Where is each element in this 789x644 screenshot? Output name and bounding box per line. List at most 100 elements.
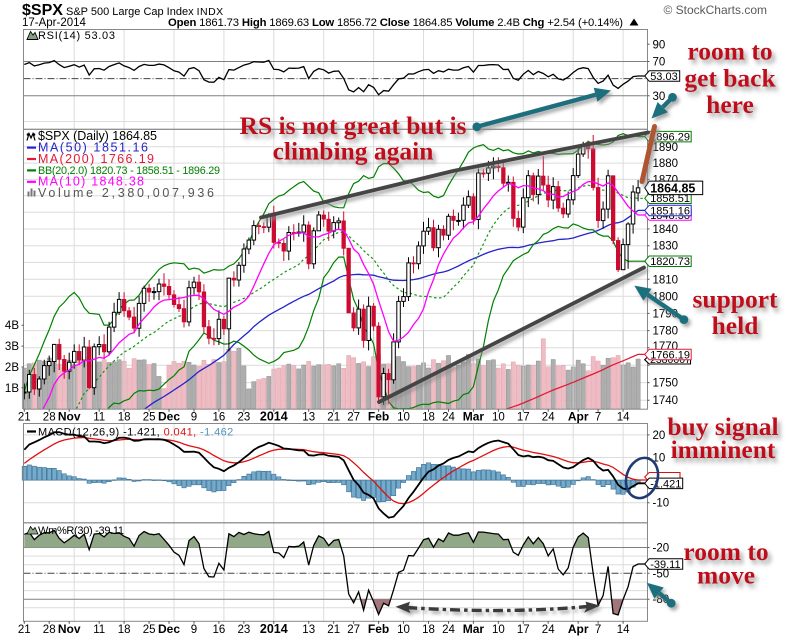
svg-text:10: 10 xyxy=(492,624,505,636)
svg-text:28: 28 xyxy=(43,624,56,636)
svg-text:room to: room to xyxy=(683,537,768,566)
svg-text:1810: 1810 xyxy=(653,274,679,286)
svg-text:24: 24 xyxy=(542,411,555,423)
svg-text:held: held xyxy=(712,311,759,340)
svg-text:17: 17 xyxy=(517,411,530,423)
svg-text:-20: -20 xyxy=(653,543,670,555)
svg-text:support: support xyxy=(692,285,778,314)
svg-text:21: 21 xyxy=(18,624,31,636)
svg-text:16: 16 xyxy=(213,624,226,636)
svg-text:30: 30 xyxy=(653,91,666,103)
svg-text:24: 24 xyxy=(542,624,555,636)
svg-text:1830: 1830 xyxy=(653,241,679,253)
svg-text:90: 90 xyxy=(653,39,666,51)
svg-text:Mar: Mar xyxy=(463,409,485,423)
svg-text:Mar: Mar xyxy=(463,622,485,636)
svg-text:14: 14 xyxy=(617,624,630,636)
svg-text:Apr: Apr xyxy=(568,622,589,636)
svg-text:room to: room to xyxy=(687,37,772,66)
svg-text:MA(50) 1851.16: MA(50) 1851.16 xyxy=(38,140,148,154)
svg-text:© StockCharts.com: © StockCharts.com xyxy=(663,3,767,17)
svg-text:20: 20 xyxy=(653,430,666,442)
svg-text:1840: 1840 xyxy=(653,224,679,236)
svg-text:Feb: Feb xyxy=(368,409,389,423)
svg-text:21: 21 xyxy=(327,411,340,423)
svg-text:10: 10 xyxy=(397,624,410,636)
svg-text:buy signal: buy signal xyxy=(667,412,778,441)
svg-text:18: 18 xyxy=(422,624,435,636)
svg-text:Dec: Dec xyxy=(158,622,180,636)
svg-text:2014: 2014 xyxy=(260,622,288,636)
svg-text:10: 10 xyxy=(653,453,666,465)
svg-text:9: 9 xyxy=(191,411,197,423)
svg-text:Apr: Apr xyxy=(568,409,589,423)
svg-text:Dec: Dec xyxy=(158,409,180,423)
svg-text:1851.16: 1851.16 xyxy=(650,205,690,217)
svg-text:13: 13 xyxy=(302,411,315,423)
svg-text:27: 27 xyxy=(347,411,360,423)
svg-text:18: 18 xyxy=(118,624,131,636)
svg-text:1880: 1880 xyxy=(653,158,679,170)
svg-text:here: here xyxy=(706,90,754,119)
svg-text:2014: 2014 xyxy=(260,409,288,423)
svg-text:21: 21 xyxy=(327,624,340,636)
svg-text:7: 7 xyxy=(595,411,601,423)
svg-text:13: 13 xyxy=(302,624,315,636)
svg-text:BB(20,2.0) 1820.73 - 1858.51 -: BB(20,2.0) 1820.73 - 1858.51 - 1896.29 xyxy=(38,165,220,177)
svg-text:imminent: imminent xyxy=(671,435,776,464)
svg-text:24: 24 xyxy=(442,411,455,423)
svg-text:18: 18 xyxy=(422,411,435,423)
svg-text:28: 28 xyxy=(43,411,56,423)
svg-text:move: move xyxy=(697,561,755,590)
svg-text:1858.51: 1858.51 xyxy=(650,193,690,205)
svg-text:Nov: Nov xyxy=(58,622,81,636)
svg-text:53.03: 53.03 xyxy=(650,71,678,83)
svg-text:10: 10 xyxy=(397,411,410,423)
svg-text:MA(200) 1766.19: MA(200) 1766.19 xyxy=(38,152,154,166)
svg-text:RS is not great but is: RS is not great but is xyxy=(240,111,467,140)
svg-text:25: 25 xyxy=(143,411,156,423)
svg-text:-50: -50 xyxy=(653,568,670,580)
svg-text:Wm%R(30) -39.11: Wm%R(30) -39.11 xyxy=(38,525,124,537)
svg-text:27: 27 xyxy=(347,624,360,636)
svg-text:9: 9 xyxy=(191,624,197,636)
svg-text:1B: 1B xyxy=(5,383,19,395)
svg-text:18: 18 xyxy=(118,411,131,423)
svg-text:25: 25 xyxy=(143,624,156,636)
svg-text:24: 24 xyxy=(442,624,455,636)
svg-text:MA(10) 1848.38: MA(10) 1848.38 xyxy=(38,175,144,189)
svg-text:70: 70 xyxy=(653,57,666,69)
svg-text:1896.29: 1896.29 xyxy=(650,132,690,144)
svg-text:1780: 1780 xyxy=(653,326,679,338)
svg-text:climbing again: climbing again xyxy=(273,137,434,166)
svg-text:21: 21 xyxy=(18,411,31,423)
svg-text:23: 23 xyxy=(238,624,251,636)
svg-text:1890: 1890 xyxy=(653,142,679,154)
svg-text:1740: 1740 xyxy=(653,395,679,407)
svg-text:1864.85: 1864.85 xyxy=(650,181,695,195)
svg-text:MACD(12,26,9) -1.421, 0.041, -: MACD(12,26,9) -1.421, 0.041, -1.462 xyxy=(38,426,234,438)
svg-text:-10: -10 xyxy=(653,498,670,510)
svg-text:4B: 4B xyxy=(5,320,19,332)
svg-text:1766.19: 1766.19 xyxy=(650,349,690,361)
svg-text:17: 17 xyxy=(517,624,530,636)
svg-text:Open 1861.73 High 1869.63 Low: Open 1861.73 High 1869.63 Low 1856.72 Cl… xyxy=(168,17,623,29)
svg-text:2B: 2B xyxy=(5,362,19,374)
svg-text:Nov: Nov xyxy=(58,409,81,423)
svg-text:11: 11 xyxy=(93,624,105,636)
svg-text:$SPX (Daily) 1864.85: $SPX (Daily) 1864.85 xyxy=(38,129,157,143)
svg-text:get back: get back xyxy=(684,64,776,93)
svg-text:1750: 1750 xyxy=(653,378,679,390)
svg-text:11: 11 xyxy=(93,411,105,423)
svg-text:1820.73: 1820.73 xyxy=(650,256,690,268)
svg-text:10: 10 xyxy=(492,411,505,423)
svg-text:7: 7 xyxy=(595,624,601,636)
svg-text:16: 16 xyxy=(213,411,226,423)
svg-text:RSI(14) 53.03: RSI(14) 53.03 xyxy=(38,30,115,42)
svg-text:23: 23 xyxy=(238,411,251,423)
svg-text:3B: 3B xyxy=(5,341,19,353)
svg-text:-39.11: -39.11 xyxy=(650,559,680,571)
svg-text:Feb: Feb xyxy=(368,622,389,636)
svg-text:17-Apr-2014: 17-Apr-2014 xyxy=(22,17,87,29)
